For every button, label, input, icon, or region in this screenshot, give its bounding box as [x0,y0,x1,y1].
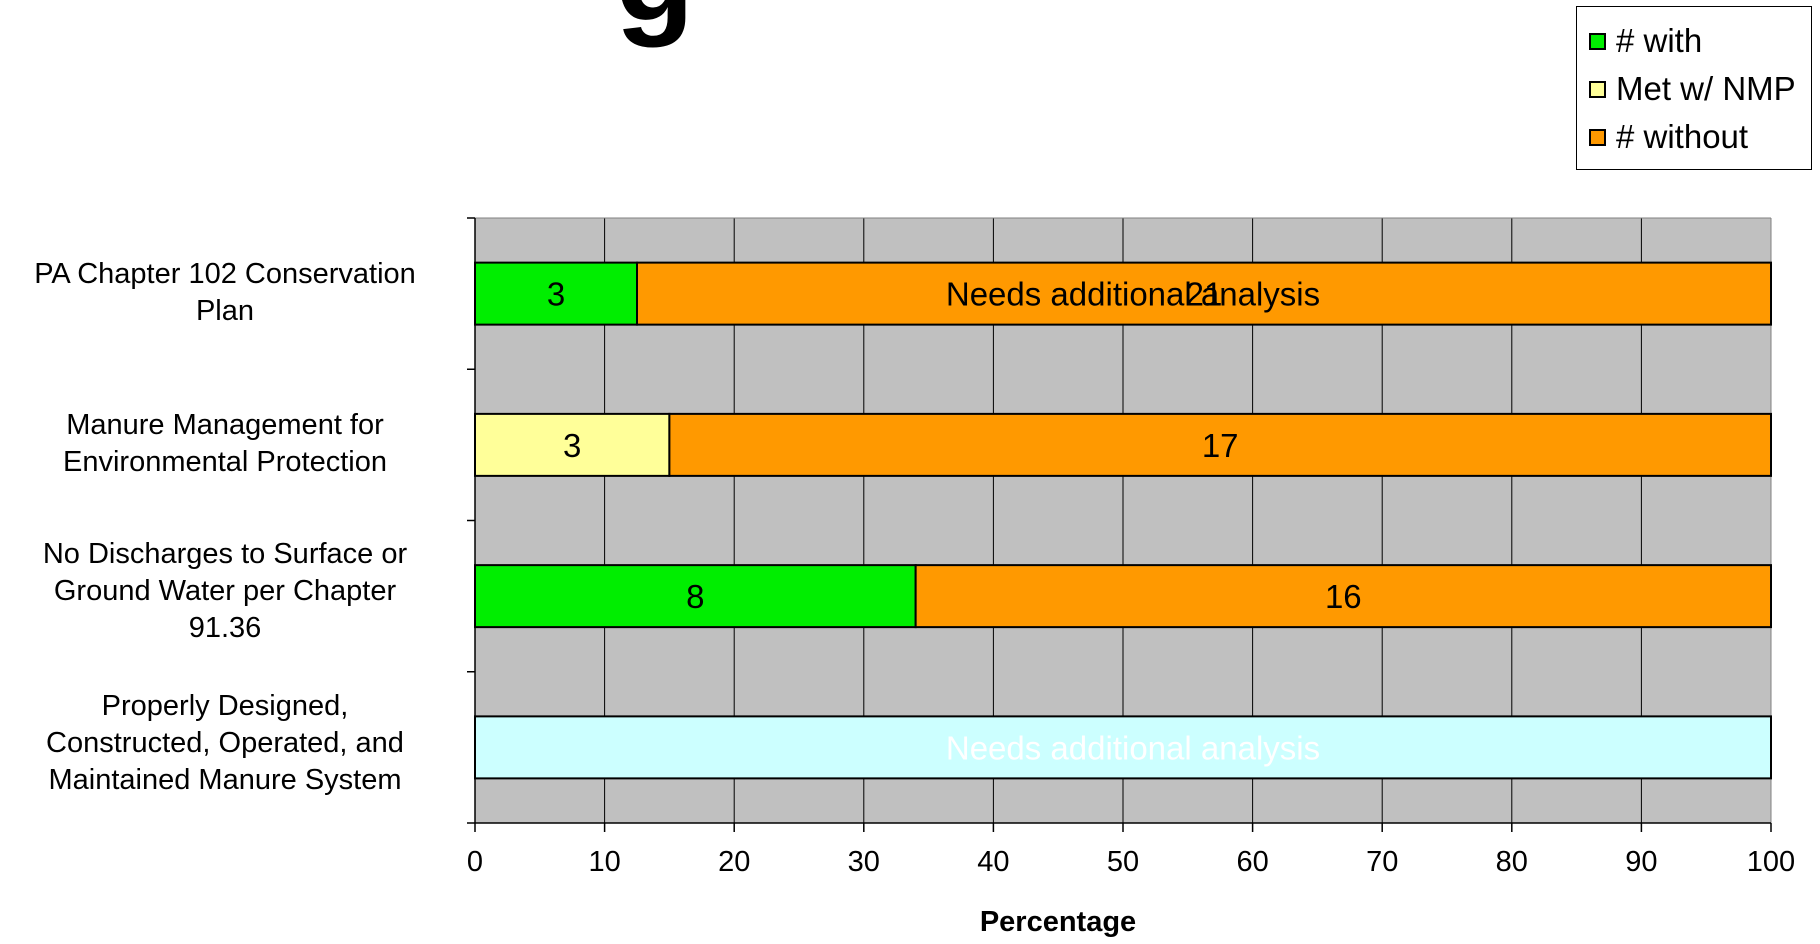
x-tick-label-1: 10 [588,846,620,878]
bar-3-annotation: Needs additional analysis [946,729,1320,766]
legend: # with Met w/ NMP # without [1576,6,1812,170]
x-tick-label-4: 40 [977,846,1009,878]
bar-0-segment-1 [636,261,1772,326]
category-label-2-line-2: 91.36 [188,612,262,644]
bar-0-annotation: Needs additional analysis [946,276,1320,313]
legend-label-met-nmp: Met w/ NMP [1616,70,1796,107]
bar-1-segment-1 [668,412,1772,477]
x-tick-label-8: 80 [1496,846,1528,878]
category-label-1-line-0: Manure Management for [66,409,384,441]
x-tick-label-7: 70 [1366,846,1398,878]
category-label-1: Manure Management for Environmental Prot… [0,407,450,481]
legend-swatch-met-nmp [1589,80,1606,98]
bar-1-segment-0-label: 3 [563,427,581,464]
legend-swatch-with [1589,32,1606,50]
legend-label-with: # with [1616,22,1703,59]
x-tick-label-6: 60 [1236,846,1268,878]
x-axis-title: Percentage [979,906,1137,938]
category-label-2: No Discharges to Surface or Ground Water… [0,536,450,647]
category-label-3-line-2: Maintained Manure System [48,764,402,796]
category-label-0: PA Chapter 102 Conservation Plan [0,256,450,330]
category-label-0-line-0: PA Chapter 102 Conservation [34,258,416,290]
category-label-3-line-1: Constructed, Operated, and [46,727,404,759]
chart-title-fragment: g [615,0,694,40]
x-tick-label-9: 90 [1625,846,1657,878]
bar-1-segment-1-label: 17 [1202,427,1239,464]
x-tick-label-3: 30 [848,846,880,878]
category-label-3-line-0: Properly Designed, [101,690,349,722]
legend-item-without: # without [1577,113,1811,161]
category-label-3: Properly Designed, Constructed, Operated… [0,688,450,799]
x-tick-label-10: 100 [1747,846,1795,878]
bar-2-segment-0-label: 8 [686,578,704,615]
legend-label-without: # without [1616,118,1749,155]
bar-2-segment-1 [914,564,1772,629]
bar-2-segment-0 [474,564,917,629]
bar-0-segment-0-label: 3 [547,276,565,313]
category-label-2-line-0: No Discharges to Surface or [42,538,408,570]
bar-2-segment-1-label: 16 [1325,578,1362,615]
x-tick-label-0: 0 [467,846,483,878]
category-label-0-line-1: Plan [195,295,255,327]
category-label-2-line-1: Ground Water per Chapter [53,575,397,607]
category-label-1-line-1: Environmental Protection [63,446,387,478]
legend-item-met-nmp: Met w/ NMP [1577,65,1811,113]
legend-swatch-without [1589,128,1606,146]
legend-item-with: # with [1577,17,1811,65]
bar-0-segment-1-label: 21 [1186,276,1223,313]
x-tick-label-5: 50 [1107,846,1139,878]
x-tick-label-2: 20 [718,846,750,878]
